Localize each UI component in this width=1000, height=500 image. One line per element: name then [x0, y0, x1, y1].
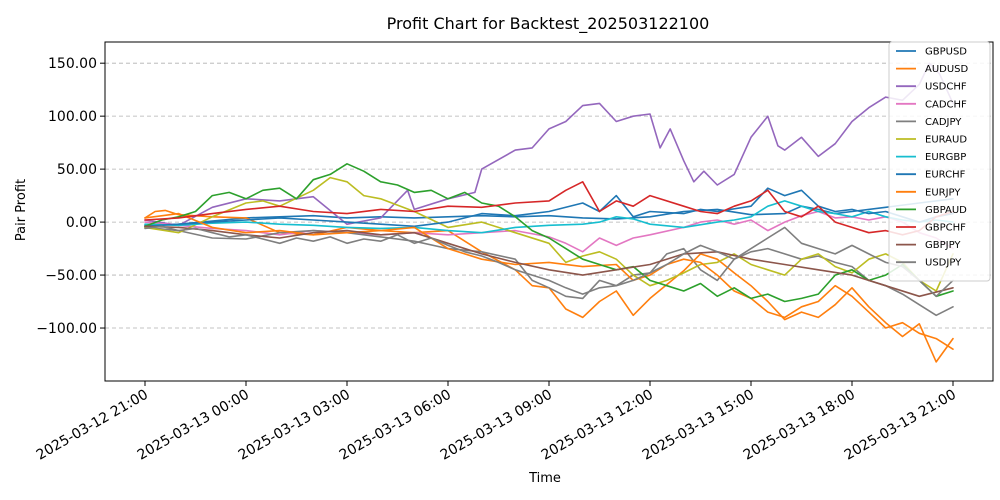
y-axis: 150.00 100.00 50.00 0.00 −50.00 −100.00 [36, 56, 105, 337]
legend-label: EURAUD [925, 135, 967, 146]
series-line-usdchf [144, 62, 954, 227]
series-lines [144, 62, 954, 363]
y-tick-label: −100.00 [36, 321, 97, 337]
series-line-gbpjpy [144, 225, 954, 298]
series-line-eurgbp [144, 200, 954, 234]
legend-label: CADJPY [925, 117, 962, 128]
legend-label: EURJPY [925, 187, 961, 198]
legend-label: EURCHF [925, 170, 966, 181]
legend-label: USDJPY [925, 258, 962, 269]
x-tick-label: 2025-03-13 06:00 [337, 387, 454, 464]
x-tick-label: 2025-03-13 21:00 [842, 387, 959, 464]
series-line-gbpchf [144, 181, 954, 236]
series-line-usdjpy [144, 225, 954, 298]
y-axis-title: Pair Profit [14, 179, 29, 241]
legend: GBPUSD AUDUSD USDCHF CADCHF CADJPY EURAUD EURG… [888, 41, 991, 282]
series-line-eurjpy [144, 212, 954, 351]
series-line-eurchf [144, 187, 954, 228]
x-tick-label: 2025-03-13 09:00 [438, 387, 555, 464]
legend-label: GBPCHF [925, 223, 966, 234]
legend-label: USDCHF [925, 82, 967, 93]
series-line-gbpaud [144, 163, 954, 303]
y-tick-label: 50.00 [57, 162, 97, 178]
legend-label: GBPUSD [925, 47, 967, 58]
series-line-euraud [144, 176, 954, 292]
y-tick-label: −50.00 [45, 268, 97, 284]
y-tick-label: 150.00 [48, 56, 97, 72]
legend-label: AUDUSD [925, 64, 969, 75]
x-tick-label: 2025-03-13 00:00 [135, 387, 252, 464]
x-axis-title: Time [528, 471, 561, 486]
x-tick-label: 2025-03-13 12:00 [539, 387, 656, 464]
x-tick-label: 2025-03-13 03:00 [236, 387, 353, 464]
legend-label: CADCHF [925, 99, 967, 110]
legend-label: GBPJPY [925, 240, 961, 251]
x-tick-label: 2025-03-13 18:00 [741, 387, 858, 464]
legend-label: EURGBP [925, 152, 966, 163]
chart-title: Profit Chart for Backtest_202503122100 [387, 14, 710, 34]
legend-box [888, 41, 991, 282]
y-tick-label: 0.00 [66, 215, 97, 231]
legend-label: GBPAUD [925, 205, 967, 216]
x-tick-label: 2025-03-13 15:00 [640, 387, 757, 464]
y-tick-label: 100.00 [48, 109, 97, 125]
x-tick-label: 2025-03-12 21:00 [34, 387, 151, 464]
